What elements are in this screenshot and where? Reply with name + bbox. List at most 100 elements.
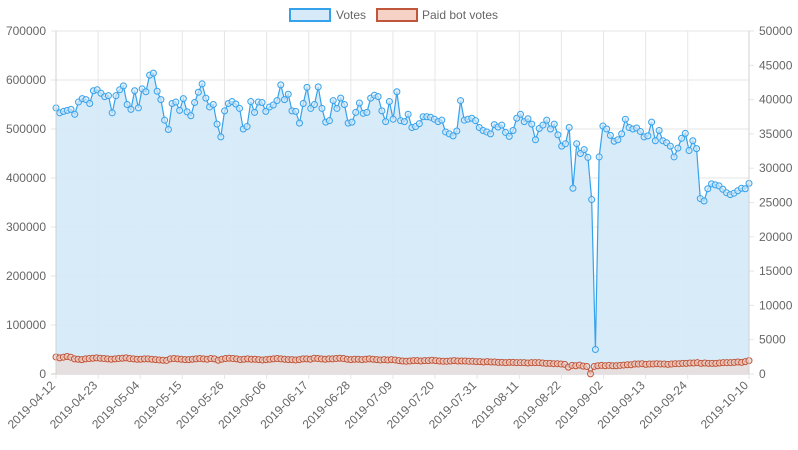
point-votes[interactable] (670, 153, 678, 161)
point-votes[interactable] (382, 118, 390, 126)
point-votes[interactable] (236, 104, 244, 112)
point-votes[interactable] (284, 90, 292, 98)
point-votes[interactable] (591, 346, 599, 353)
point-votes[interactable] (355, 99, 363, 107)
point-votes[interactable] (277, 81, 285, 89)
point-votes[interactable] (295, 119, 303, 127)
point-votes[interactable] (258, 99, 266, 107)
point-votes[interactable] (561, 140, 569, 148)
point-votes[interactable] (221, 107, 229, 115)
point-votes[interactable] (700, 197, 708, 205)
point-votes[interactable] (363, 108, 371, 116)
point-votes[interactable] (329, 97, 337, 105)
point-votes[interactable] (543, 116, 551, 124)
point-votes[interactable] (528, 120, 536, 128)
point-votes[interactable] (202, 94, 210, 102)
point-votes[interactable] (651, 137, 659, 145)
point-votes[interactable] (209, 101, 217, 108)
point-votes[interactable] (67, 105, 75, 113)
point-votes[interactable] (314, 83, 322, 91)
point-votes[interactable] (453, 127, 461, 135)
point-votes[interactable] (569, 184, 577, 192)
point-votes[interactable] (131, 87, 139, 95)
legend-label-paid-bot-votes[interactable]: Paid bot votes (422, 8, 498, 22)
point-votes[interactable] (685, 147, 693, 155)
point-votes[interactable] (179, 95, 187, 103)
point-votes[interactable] (505, 132, 513, 140)
point-votes[interactable] (580, 146, 588, 154)
point-votes[interactable] (681, 129, 689, 137)
point-votes[interactable] (378, 107, 386, 115)
point-votes[interactable] (251, 108, 259, 116)
legend-swatch-votes[interactable] (289, 8, 331, 22)
point-votes[interactable] (333, 104, 341, 112)
point-votes[interactable] (648, 118, 656, 126)
point-votes[interactable] (472, 117, 480, 125)
point-votes[interactable] (509, 126, 517, 134)
point-votes[interactable] (191, 99, 199, 107)
point-votes[interactable] (393, 88, 401, 96)
point-votes[interactable] (603, 125, 611, 133)
point-votes[interactable] (524, 115, 532, 123)
point-votes[interactable] (550, 120, 558, 128)
point-votes[interactable] (374, 93, 382, 101)
point-votes[interactable] (299, 100, 307, 108)
point-votes[interactable] (352, 108, 360, 116)
point-votes[interactable] (621, 115, 629, 123)
point-votes[interactable] (546, 125, 554, 133)
point-votes[interactable] (618, 130, 626, 138)
point-votes[interactable] (415, 120, 423, 128)
point-votes[interactable] (340, 101, 348, 108)
point-votes[interactable] (389, 115, 397, 123)
point-votes[interactable] (142, 88, 150, 96)
point-votes[interactable] (172, 98, 180, 106)
point-votes[interactable] (217, 133, 225, 141)
point-votes[interactable] (247, 98, 255, 106)
point-votes[interactable] (119, 82, 127, 90)
point-votes[interactable] (176, 106, 184, 114)
point-votes[interactable] (348, 118, 356, 126)
point-votes[interactable] (71, 110, 79, 118)
point-votes[interactable] (449, 132, 457, 140)
point-votes[interactable] (498, 121, 506, 129)
point-votes[interactable] (134, 104, 142, 112)
point-votes[interactable] (112, 92, 120, 100)
point-votes[interactable] (693, 145, 701, 153)
point-votes[interactable] (325, 117, 333, 125)
point-votes[interactable] (678, 134, 686, 142)
point-votes[interactable] (704, 185, 712, 193)
point-votes[interactable] (104, 92, 112, 100)
point-votes[interactable] (614, 136, 622, 144)
point-votes[interactable] (741, 185, 749, 193)
point-votes[interactable] (606, 131, 614, 139)
point-votes[interactable] (438, 116, 446, 124)
point-votes[interactable] (164, 125, 172, 133)
point-votes[interactable] (269, 101, 277, 109)
point-votes[interactable] (404, 110, 412, 118)
point-votes[interactable] (243, 123, 251, 131)
point-votes[interactable] (588, 196, 596, 204)
point-votes[interactable] (674, 144, 682, 152)
point-votes[interactable] (487, 130, 495, 138)
point-votes[interactable] (281, 96, 288, 104)
point-votes[interactable] (86, 100, 94, 108)
point-votes[interactable] (194, 88, 202, 96)
point-votes[interactable] (584, 153, 592, 161)
point-votes[interactable] (554, 131, 562, 139)
point-paid-bot-votes[interactable] (583, 362, 591, 370)
point-votes[interactable] (666, 142, 674, 150)
point-votes[interactable] (153, 87, 161, 95)
point-votes[interactable] (636, 127, 644, 135)
point-votes[interactable] (149, 69, 157, 77)
point-votes[interactable] (310, 101, 318, 108)
point-votes[interactable] (123, 101, 131, 108)
point-votes[interactable] (400, 118, 408, 126)
point-votes[interactable] (213, 120, 221, 128)
point-votes[interactable] (108, 109, 116, 117)
point-votes[interactable] (644, 132, 652, 140)
legend-label-votes[interactable]: Votes (336, 8, 366, 22)
point-votes[interactable] (157, 96, 165, 104)
point-votes[interactable] (232, 100, 240, 108)
point-votes[interactable] (539, 121, 547, 129)
point-votes[interactable] (303, 83, 311, 91)
